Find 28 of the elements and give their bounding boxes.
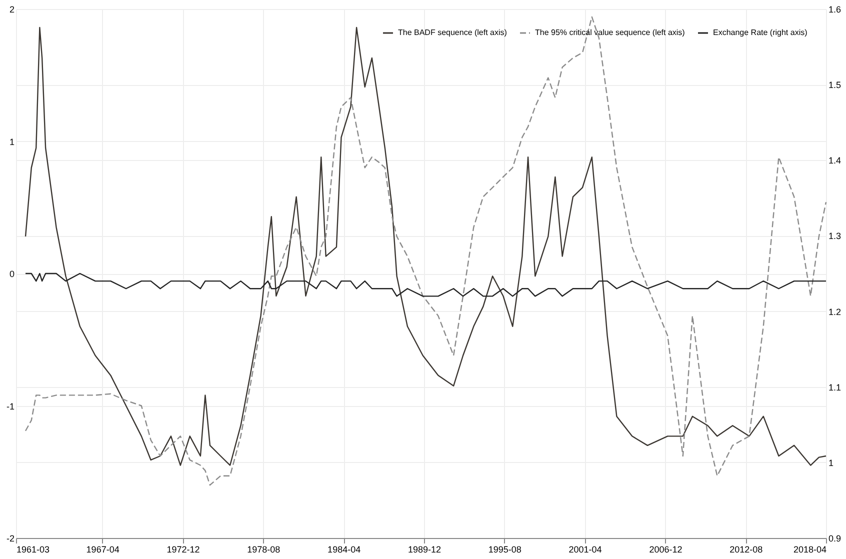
x-tick-label: 2018-04	[793, 544, 826, 554]
x-tick-label: 2001-04	[568, 544, 602, 554]
x-tick-label: 1984-04	[328, 544, 361, 554]
x-tick-label: 1989-12	[408, 544, 442, 554]
x-tick-label: 1967-04	[86, 544, 120, 554]
y2-tick-label: 1.5	[828, 80, 842, 90]
legend-label: The BADF sequence (left axis)	[398, 28, 508, 37]
y2-tick-label: 1.6	[828, 4, 842, 14]
y2-tick-label: 0.9	[828, 534, 842, 544]
x-tick-label: 1972-12	[166, 544, 200, 554]
x-tick-label: 1978-08	[247, 544, 280, 554]
x-tick-label: 1995-08	[488, 544, 522, 554]
y-tick-label: -2	[6, 534, 14, 544]
x-tick-label: 2006-12	[649, 544, 682, 554]
line-series	[24, 272, 827, 297]
y2-tick-label: 1.3	[828, 231, 842, 242]
y-tick-label: 0	[9, 269, 14, 279]
y2-tick-label: 1.1	[828, 382, 842, 392]
y-tick-label: 1	[9, 136, 14, 147]
x-tick-label: 1961-03	[16, 544, 50, 554]
legend-label: The 95% critical value sequence (left axis)	[535, 28, 686, 37]
legend-label: Exchange Rate (right axis)	[713, 28, 808, 37]
y2-tick-label: 1.4	[828, 156, 842, 166]
y2-tick-label: 1.2	[828, 306, 842, 317]
y2-tick-label: 1	[828, 458, 834, 468]
x-tick-label: 2012-08	[730, 544, 763, 554]
y-tick-label: 2	[9, 4, 14, 14]
y-tick-label: -1	[6, 401, 14, 412]
